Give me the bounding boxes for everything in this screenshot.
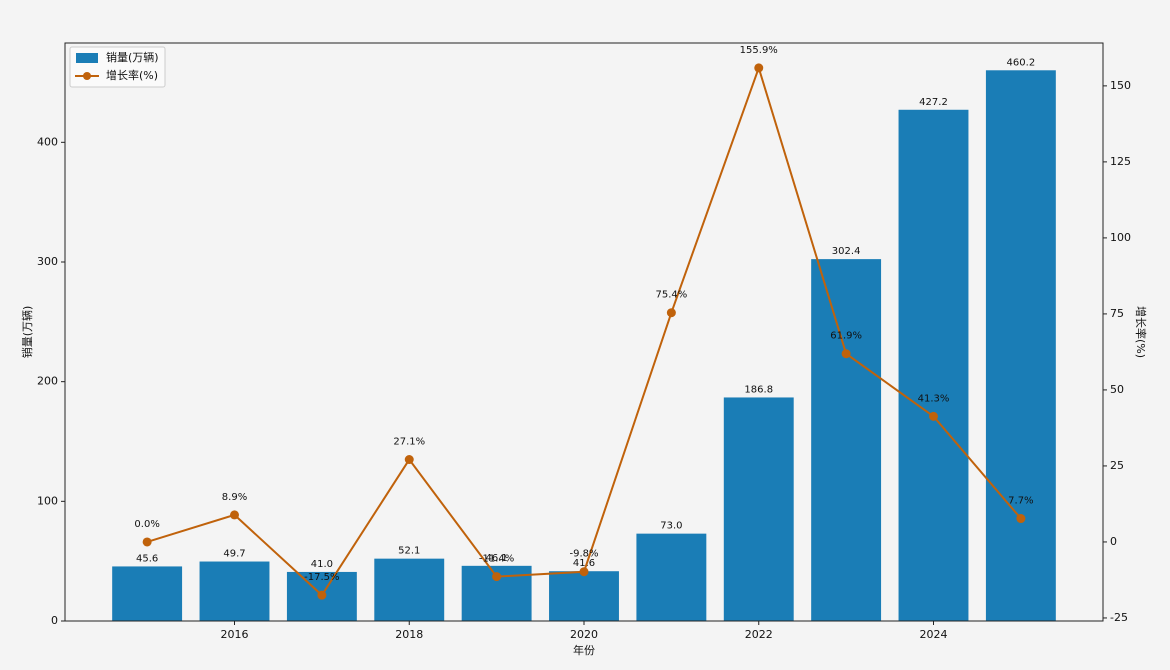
legend-marker	[83, 72, 91, 80]
bar-label: 427.2	[919, 97, 948, 108]
bar	[199, 561, 270, 621]
y2-tick-label: 75	[1110, 307, 1124, 320]
line-point	[928, 411, 938, 421]
bar-label: 46.1	[485, 553, 507, 564]
y-tick-label: 200	[37, 375, 58, 388]
point-label: 0.0%	[134, 519, 159, 530]
x-tick-label: 2022	[745, 628, 773, 641]
x-axis-label: 年份	[573, 643, 595, 657]
line-point	[666, 308, 676, 318]
y2-axis-label: 增长率(%)	[1134, 306, 1148, 358]
x-tick-label: 2024	[919, 628, 947, 641]
y2-tick-label: 100	[1110, 231, 1131, 244]
point-label: -11.4%	[479, 554, 514, 565]
bar	[549, 571, 619, 621]
x-tick-label: 2016	[221, 628, 249, 641]
bar-label: 41.0	[311, 559, 333, 570]
line-point	[230, 510, 240, 520]
point-label: -17.5%	[304, 572, 339, 583]
plot-frame	[64, 42, 1104, 622]
line-point	[317, 590, 327, 600]
y2-tick-label: -25	[1110, 611, 1128, 624]
y2-tick-label: 150	[1110, 79, 1131, 92]
bar	[811, 259, 882, 621]
y2-tick-label: 25	[1110, 459, 1124, 472]
point-label: 155.9%	[740, 45, 778, 56]
bar	[985, 70, 1056, 621]
bar	[112, 566, 183, 621]
y2-tick-label: 125	[1110, 155, 1131, 168]
bar	[374, 558, 445, 621]
bar	[723, 397, 794, 621]
bar-label: 73.0	[660, 521, 682, 532]
y-axis-label: 销量(万辆)	[20, 306, 34, 359]
y-tick-label: 400	[37, 135, 58, 148]
line-point	[142, 537, 152, 547]
legend-label: 增长率(%)	[106, 68, 158, 82]
legend: 销量(万辆) 增长率(%)	[69, 46, 166, 88]
point-label: 8.9%	[222, 492, 247, 503]
y-tick-label: 0	[51, 614, 58, 627]
y2-tick-label: 0	[1110, 535, 1117, 548]
bar-label: 52.1	[398, 546, 420, 557]
line-point	[579, 567, 589, 577]
legend-swatch	[76, 53, 98, 63]
point-label: 61.9%	[830, 331, 862, 342]
point-label: 7.7%	[1008, 496, 1033, 507]
bar-label: 49.7	[223, 549, 245, 560]
legend-label: 销量(万辆)	[106, 50, 159, 64]
point-label: 27.1%	[393, 437, 425, 448]
bar-label: 302.4	[832, 246, 861, 257]
bar	[898, 109, 969, 622]
bar-label: 41.6	[573, 558, 595, 569]
y-tick-label: 100	[37, 494, 58, 507]
point-label: 75.4%	[655, 290, 687, 301]
line-point	[841, 349, 851, 359]
bar-label: 186.8	[744, 384, 773, 395]
x-tick-label: 2018	[395, 628, 423, 641]
bar-label: 45.6	[136, 553, 158, 564]
line-point	[404, 455, 414, 465]
point-label: -9.8%	[569, 549, 598, 560]
y-tick-label: 300	[37, 255, 58, 268]
line-point	[754, 63, 764, 73]
bar-label: 460.2	[1007, 57, 1036, 68]
point-label: 41.3%	[918, 393, 950, 404]
line-point	[492, 572, 502, 582]
y2-tick-label: 50	[1110, 383, 1124, 396]
bar	[636, 533, 707, 621]
x-tick-label: 2020	[570, 628, 598, 641]
line-point	[1016, 514, 1026, 524]
